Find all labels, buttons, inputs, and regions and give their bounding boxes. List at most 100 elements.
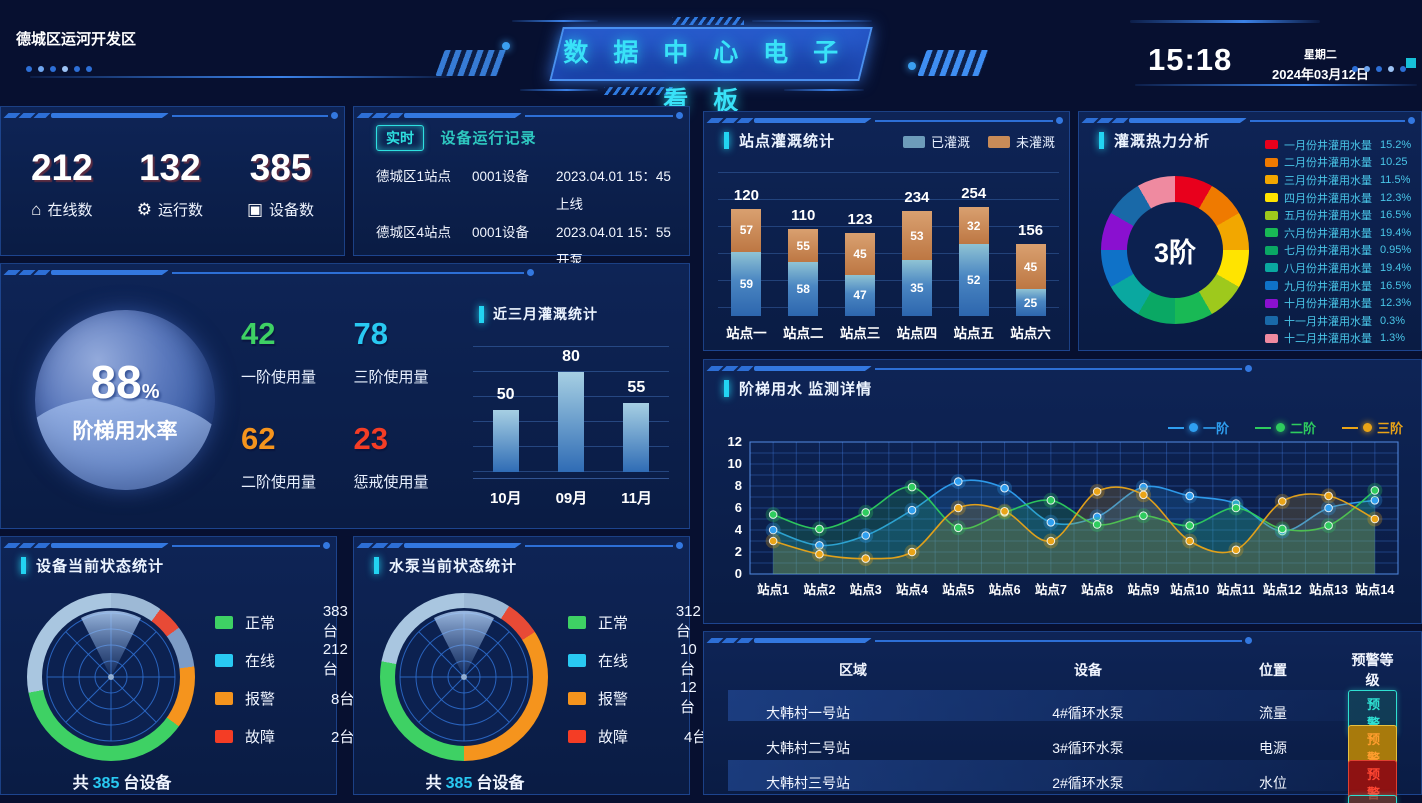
segment-irrigated: 47 <box>845 274 876 316</box>
legend-count: 383台 <box>322 603 348 640</box>
table-row[interactable]: 大韩村一号站 4#循环水泵 流量 预警 <box>728 690 1397 736</box>
stacked-x-label: 站点四 <box>896 326 938 341</box>
heat-legend-item[interactable]: 八月份井灌用水量 19.4% <box>1265 259 1413 277</box>
cell-region: 大韩村三号站 <box>766 775 850 791</box>
table-row[interactable]: 大韩村四号站1#循环水泵信号预警 <box>728 795 1397 803</box>
donut-center-label: 3阶 <box>1153 237 1197 268</box>
legend-item[interactable]: 已灌溉 <box>902 132 970 151</box>
legend-swatch <box>1265 245 1278 255</box>
svg-text:8: 8 <box>735 478 742 493</box>
segment-unirrigated: 53 <box>901 211 932 261</box>
legend-swatch <box>568 653 586 667</box>
line-legend-item[interactable]: 一阶 <box>1167 418 1229 437</box>
table-row[interactable]: 大韩村三号站 2#循环水泵 水位 预警 <box>728 760 1397 803</box>
heat-legend-item[interactable]: 七月份井灌用水量 0.95% <box>1265 242 1413 260</box>
deco-chevron <box>371 543 389 548</box>
tier-usage-label: 惩戒使用量 <box>353 474 429 491</box>
table-header-cell: 设备 <box>1074 662 1102 678</box>
legend-swatch <box>1265 333 1278 343</box>
status-legend-item[interactable]: 正常 312台 <box>568 603 709 641</box>
heat-legend-item[interactable]: 十月份井灌用水量 12.3% <box>1265 294 1413 312</box>
legend-value: 16.5% <box>1380 209 1412 222</box>
deco-chevron <box>736 366 754 371</box>
legend-label: 十二月井灌用水量 <box>1284 333 1372 346</box>
svg-text:6: 6 <box>735 500 742 515</box>
legend-swatch <box>568 729 586 743</box>
legend-label: 已灌溉 <box>930 135 970 150</box>
panel-top-decoration <box>706 116 1063 125</box>
legend-item[interactable]: 未灌溉 <box>987 132 1055 151</box>
overview-item: 385 ▣ 设备数 <box>247 147 314 220</box>
tier-water-title: 阶梯用水 监测详情 <box>739 381 873 398</box>
log-time-action: 2023.04.01 15：45 上线 <box>556 169 671 212</box>
stacked-bar: 234 53 35 <box>901 189 932 316</box>
title-accent-bar <box>724 380 729 397</box>
deco-chevron <box>386 543 404 548</box>
tier-water-legend: 一阶 二阶 三阶 <box>1167 418 1403 437</box>
overview-items: 212 ⌂ 在线数 132 ⚙ 运行数 385 ▣ 设备数 <box>1 107 344 220</box>
line-legend-item[interactable]: 二阶 <box>1254 418 1316 437</box>
heat-legend-item[interactable]: 一月份井灌用水量 15.2% <box>1265 136 1413 154</box>
machine-icon: ⚙ <box>136 199 152 219</box>
heat-legend-item[interactable]: 五月份井灌用水量 16.5% <box>1265 206 1413 224</box>
legend-swatch <box>1265 298 1278 308</box>
heat-legend-item[interactable]: 四月份井灌用水量 12.3% <box>1265 189 1413 207</box>
panel-irrigation-heat: 灌溉热力分析 3阶 一月份井灌用水量 15.2% 二月份井灌用水量 10.25 三月份井… <box>1078 111 1422 351</box>
log-device: 0001设备 <box>472 169 530 184</box>
heat-legend-item[interactable]: 三月份井灌用水量 11.5% <box>1265 171 1413 189</box>
plaque-dot-right <box>908 62 916 70</box>
status-legend-item[interactable]: 报警 12台 <box>568 679 709 717</box>
mini-bar-value: 80 <box>562 348 580 365</box>
overview-label-text: 在线数 <box>47 202 93 219</box>
legend-line <box>1341 426 1358 429</box>
legend-label: 一阶 <box>1202 421 1229 436</box>
legend-swatch <box>1265 316 1278 326</box>
legend-swatch <box>215 615 233 629</box>
status-legend-item[interactable]: 报警 8台 <box>215 679 356 717</box>
title-accent-bar <box>724 132 729 149</box>
heat-legend-item[interactable]: 二月份井灌用水量 10.25 <box>1265 154 1413 172</box>
status-legend-item[interactable]: 在线 10台 <box>568 641 709 679</box>
svg-text:站点11: 站点11 <box>1217 582 1255 597</box>
legend-dot <box>1275 423 1285 432</box>
legend-label: 三阶 <box>1376 421 1403 436</box>
heat-legend-item[interactable]: 十一月井灌用水量 0.3% <box>1265 312 1413 330</box>
cell-position: 流量 <box>1259 705 1287 721</box>
status-legend-item[interactable]: 故障 4台 <box>568 717 709 755</box>
status-legend-item[interactable]: 在线 212台 <box>215 641 356 679</box>
legend-count: 212台 <box>322 641 348 678</box>
legend-count: 8台 <box>331 690 355 708</box>
device-status-legend: 正常 383台 在线 212台 报警 8台 故障 2台 <box>215 603 356 755</box>
legend-value: 0.3% <box>1380 314 1406 327</box>
stacked-bar-total: 234 <box>904 189 930 207</box>
line-legend-item[interactable]: 三阶 <box>1341 418 1403 437</box>
deco-dot <box>1408 117 1415 124</box>
recent-months-x-labels: 10月 09月 11月 <box>473 478 669 508</box>
segment-irrigated: 52 <box>958 244 989 316</box>
heat-legend-item[interactable]: 六月份井灌用水量 19.4% <box>1265 224 1413 242</box>
deco-chevron <box>356 543 374 548</box>
heat-legend-item[interactable]: 十二月井灌用水量 1.3% <box>1265 330 1413 348</box>
overview-label-text: 运行数 <box>157 202 203 219</box>
table-row[interactable]: 大韩村二号站 3#循环水泵 电源 预警 <box>728 725 1397 771</box>
tier-usage-label: 二阶使用量 <box>241 474 317 491</box>
deco-bar <box>51 543 169 548</box>
site-irrigation-x-labels: 站点一 站点二 站点三 站点四 站点五 站点六 <box>718 322 1059 342</box>
legend-value: 0.95% <box>1380 244 1412 257</box>
warning-badge[interactable]: 预警 <box>1348 795 1397 803</box>
header-line-right <box>1135 84 1417 86</box>
pump-radar-grid <box>399 610 529 742</box>
segment-irrigated: 59 <box>731 251 762 316</box>
legend-label: 二月份井灌用水量 <box>1284 157 1372 170</box>
header-dots-right <box>1352 66 1406 72</box>
stacked-x-label: 站点一 <box>726 326 767 341</box>
deco-bar <box>754 118 872 123</box>
heat-legend-item[interactable]: 九月份井灌用水量 16.5% <box>1265 277 1413 295</box>
deco-chevron <box>33 543 51 548</box>
deco-chevron <box>371 113 389 118</box>
status-legend-item[interactable]: 正常 383台 <box>215 603 356 641</box>
cell-device: 2#循环水泵 <box>1052 775 1124 791</box>
status-legend-item[interactable]: 故障 2台 <box>215 717 356 755</box>
tier-usage-stat: 78 三阶使用量 <box>354 304 467 409</box>
mini-x-label: 11月 <box>621 490 653 507</box>
